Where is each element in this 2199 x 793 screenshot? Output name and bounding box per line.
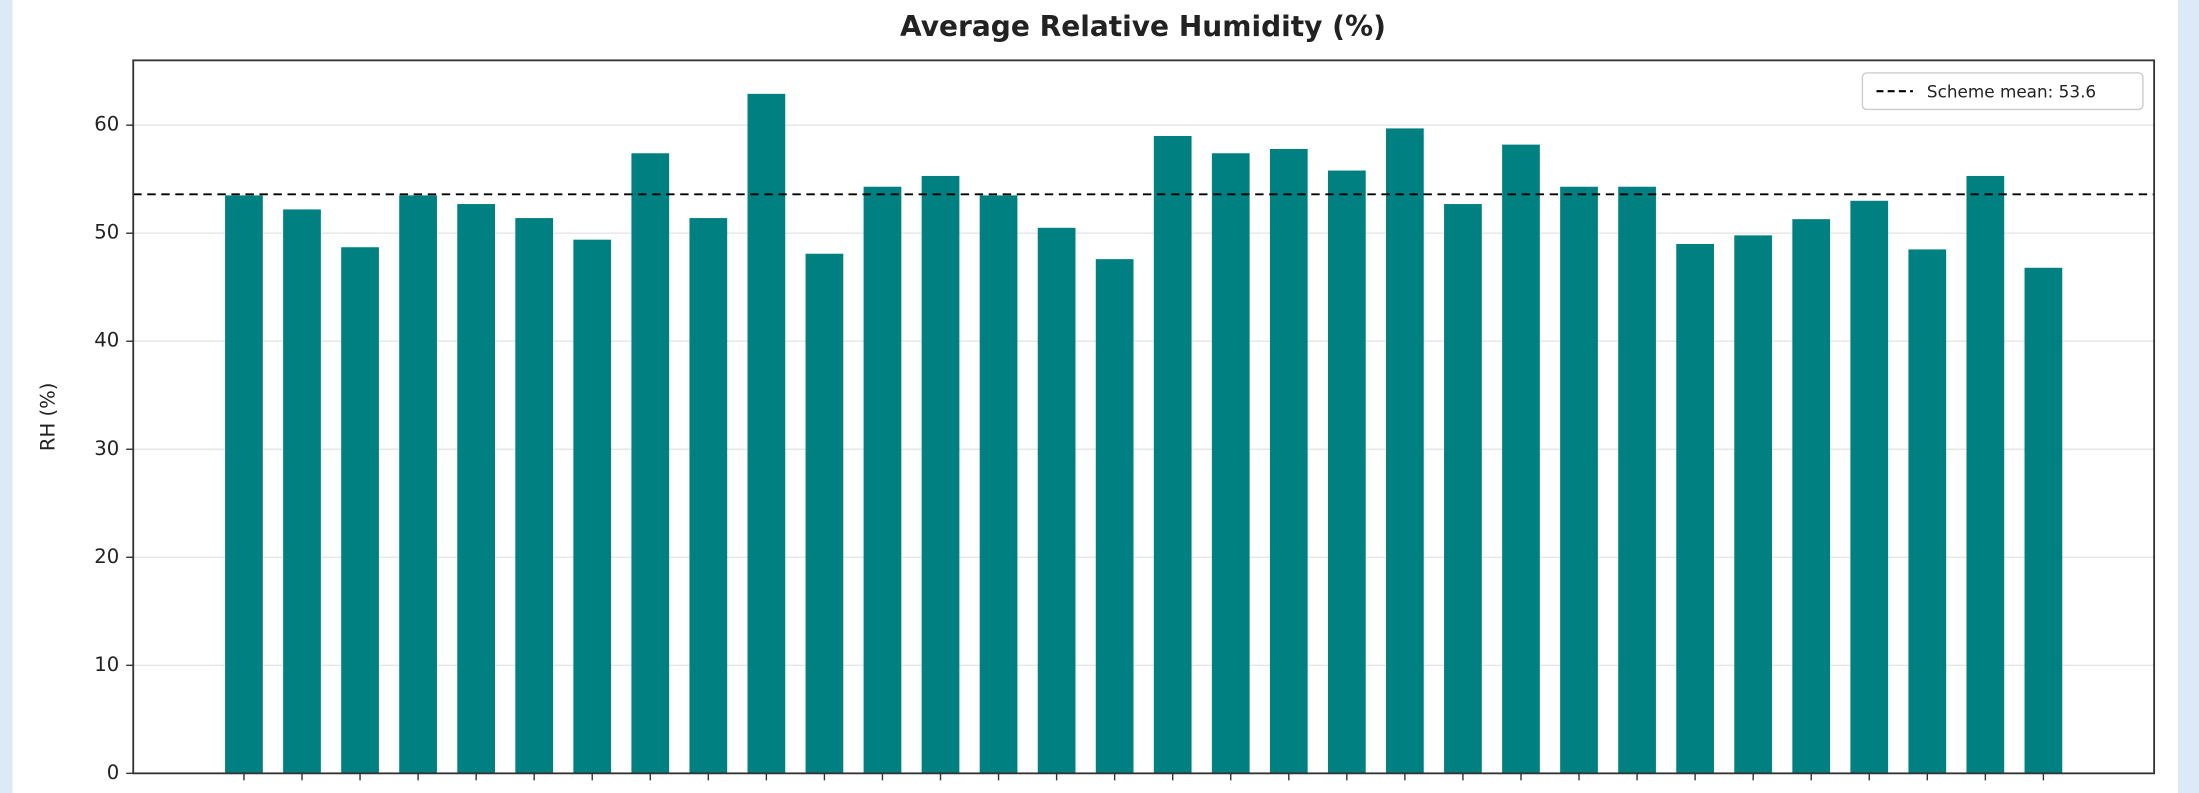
y-tick-label: 0: [107, 761, 119, 784]
y-tick-label: 10: [94, 653, 119, 676]
bar: [1037, 227, 1076, 774]
bar: [1444, 204, 1482, 774]
bar: [1211, 153, 1250, 774]
legend-box: [1861, 72, 2144, 111]
plot-frame: [132, 59, 2156, 775]
y-tick-label: 20: [94, 545, 119, 568]
bar: [573, 239, 612, 774]
bar: [1676, 244, 1714, 774]
bar: [515, 218, 554, 774]
bar: [2024, 267, 2063, 774]
bar: [1908, 249, 1947, 774]
legend-label: Scheme mean: 53.6: [1927, 82, 2096, 102]
bar: [1502, 144, 1540, 774]
bar: [1734, 235, 1773, 774]
bar: [457, 204, 496, 774]
bar: [1966, 175, 2005, 774]
y-tick-label: 60: [94, 113, 119, 136]
y-axis-label: RH (%): [37, 383, 60, 452]
y-tick-label: 50: [94, 221, 119, 244]
bar: [1792, 219, 1831, 774]
bar: [1850, 200, 1889, 774]
bar: [631, 153, 670, 774]
bar: [225, 195, 263, 774]
bar: [399, 195, 437, 774]
bar: [341, 247, 379, 774]
bar: [689, 218, 728, 774]
bar: [863, 186, 902, 774]
bar: [1095, 259, 1134, 774]
bar: [747, 93, 786, 774]
bar: [1327, 170, 1366, 774]
legend: Scheme mean: 53.6: [1861, 72, 2144, 111]
bar: [1386, 128, 1424, 774]
bar: [1269, 148, 1308, 774]
bar: [979, 195, 1018, 774]
bar: [921, 175, 960, 774]
bar: [1153, 135, 1192, 774]
y-tick-label: 40: [94, 329, 119, 352]
bar: [283, 209, 321, 774]
y-tick-label: 30: [94, 437, 119, 460]
chart-title: Average Relative Humidity (%): [900, 10, 1386, 43]
bar: [805, 253, 844, 774]
bar: [1560, 186, 1598, 774]
bar: [1618, 186, 1656, 774]
